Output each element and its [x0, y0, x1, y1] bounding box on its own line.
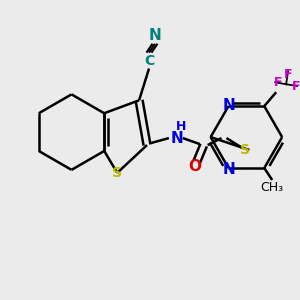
- Text: H: H: [176, 120, 186, 133]
- Text: N: N: [223, 162, 236, 177]
- Text: N: N: [170, 130, 183, 146]
- Text: F: F: [274, 76, 282, 89]
- Text: N: N: [223, 98, 236, 112]
- Text: CH₃: CH₃: [261, 182, 284, 194]
- Text: S: S: [112, 166, 122, 180]
- Text: C: C: [144, 54, 154, 68]
- Text: O: O: [188, 159, 201, 174]
- Text: S: S: [240, 143, 250, 157]
- Text: F: F: [284, 68, 292, 81]
- Text: N: N: [148, 28, 161, 43]
- Text: F: F: [292, 80, 300, 93]
